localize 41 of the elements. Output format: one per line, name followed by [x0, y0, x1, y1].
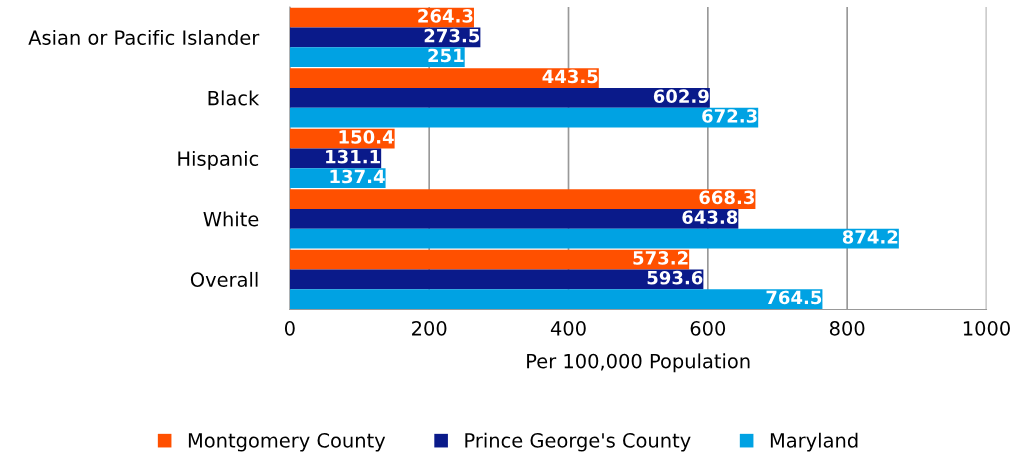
data-label: 273.5: [424, 28, 480, 43]
bar: [289, 208, 739, 229]
data-label: 131.1: [326, 149, 380, 164]
x-tick-label: 200: [412, 320, 447, 336]
bar: [289, 249, 690, 270]
x-tick-label: 0: [284, 320, 295, 336]
x-axis-title: Per 100,000 Population: [527, 353, 750, 373]
bar: [289, 68, 599, 88]
bar: [289, 27, 481, 48]
y-tick-label: White: [203, 211, 259, 227]
data-label: 443.5: [542, 69, 598, 84]
bar: [289, 107, 759, 128]
data-label: 643.8: [682, 210, 738, 225]
data-label: 150.4: [339, 130, 394, 144]
data-label: 264.3: [418, 9, 473, 23]
bar: [289, 269, 704, 290]
y-tick-label: Overall: [190, 271, 258, 287]
data-label: 593.6: [647, 270, 703, 285]
data-label: 668.3: [699, 190, 754, 205]
legend-label: Maryland: [770, 432, 858, 452]
data-label: 672.3: [702, 109, 757, 123]
data-label: 764.5: [766, 290, 822, 305]
legend-label: Prince George's County: [465, 432, 691, 452]
bar: [289, 228, 899, 249]
y-tick-label: Hispanic: [178, 150, 259, 170]
bar: [289, 189, 756, 209]
data-label: 251: [428, 48, 464, 63]
x-tick-label: 1000: [963, 320, 1010, 336]
y-tick-label: Black: [208, 90, 260, 106]
y-tick-label: Asian or Pacific Islander: [28, 29, 260, 45]
data-label: 602.9: [653, 89, 709, 104]
bar: [289, 87, 710, 108]
data-label: 137.4: [330, 169, 385, 184]
legend-label: Montgomery County: [188, 433, 386, 452]
x-tick-label: 800: [829, 320, 865, 336]
bar: [289, 289, 823, 309]
bar: [289, 47, 465, 67]
x-tick-label: 400: [550, 320, 586, 336]
x-tick-label: 600: [690, 320, 726, 336]
data-label: 874.2: [842, 230, 898, 244]
data-label: 573.2: [633, 251, 688, 265]
